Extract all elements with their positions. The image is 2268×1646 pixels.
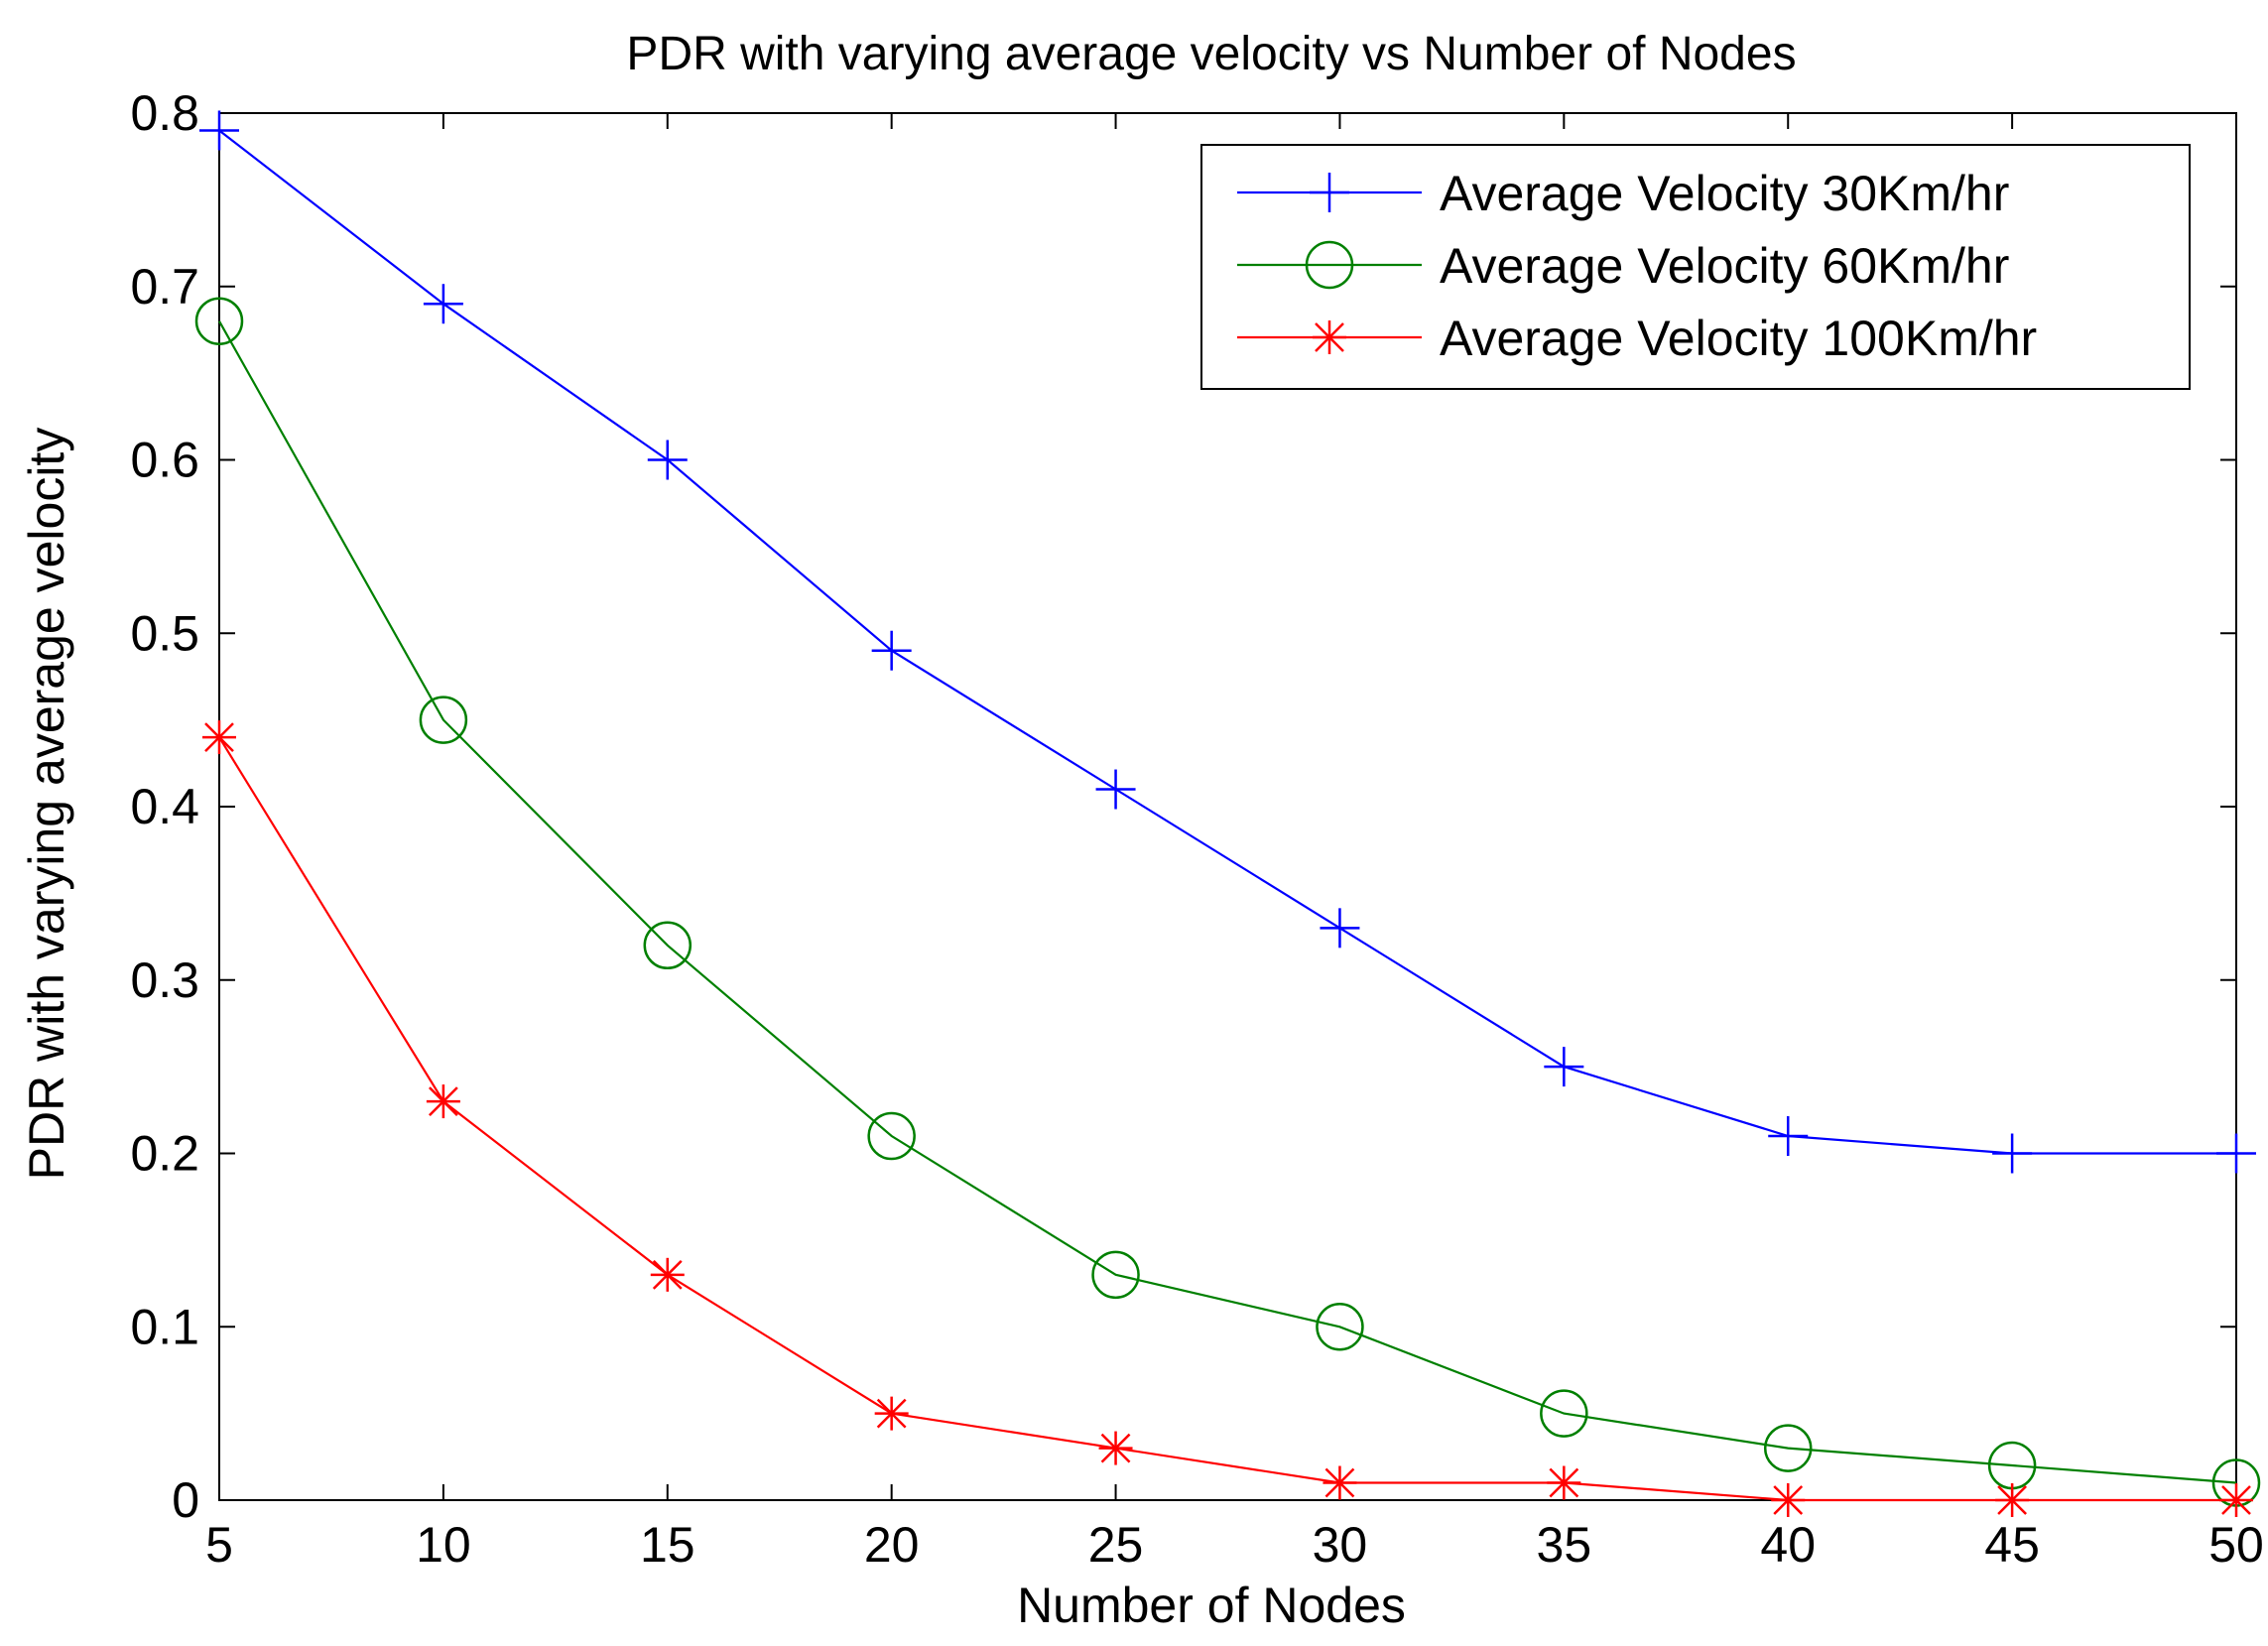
x-tick-label: 45 [1984,1517,2040,1573]
y-tick-label: 0 [172,1472,199,1528]
data-point [867,1111,916,1161]
x-tick-label: 40 [1760,1517,1816,1573]
legend-swatch-marker [1305,240,1354,290]
y-tick-label: 0.8 [130,85,199,141]
data-point [874,1396,909,1431]
data-point [1547,1465,1581,1500]
x-tick-label: 5 [205,1517,233,1573]
axis-ticks: 5 10 15 20 25 30 35 40 45 50 0 0.1 0.2 0.3 0.4 0.5 0.6 0.… [130,85,2263,1573]
data-point [1095,769,1136,810]
legend-entry-3: Average Velocity 100Km/hr [1237,311,2037,366]
data-point [202,720,236,755]
data-point [1544,1047,1584,1087]
data-point [1763,1424,1813,1472]
y-tick-label: 0.3 [130,952,199,1008]
chart-title: PDR with varying average velocity vs Num… [626,28,1796,80]
x-tick-label: 50 [2208,1517,2264,1573]
data-point [650,1257,685,1292]
series-3 [202,720,2253,1517]
star-d2 [652,1259,683,1290]
star-d2 [1100,1433,1131,1463]
star-d2 [2221,1485,2251,1515]
data-point [1540,1389,1588,1438]
data-point [1768,1116,1809,1157]
data-point [1091,1250,1140,1300]
data-point [1771,1483,1806,1517]
series-1 [199,110,2256,1174]
legend-label: Average Velocity 60Km/hr [1440,238,2009,294]
data-point [1995,1483,2030,1517]
data-point [419,696,468,744]
legend-label: Average Velocity 100Km/hr [1440,311,2037,366]
star-d2 [1773,1485,1804,1515]
legend-entry-1: Average Velocity 30Km/hr [1237,166,2009,221]
y-tick-label: 0.1 [130,1299,199,1354]
data-point [647,440,688,480]
y-tick-label: 0.2 [130,1126,199,1182]
star-d2 [204,722,234,752]
star-d2 [876,1398,907,1429]
x-tick-label: 15 [640,1517,695,1573]
legend-label: Average Velocity 30Km/hr [1440,166,2009,221]
data-series [194,110,2261,1517]
data-point [423,284,463,324]
legend: Average Velocity 30Km/hr Average Velocity… [1200,144,2191,390]
star-d2 [1315,322,1344,352]
y-tick-label: 0.6 [130,433,199,488]
data-point [426,1084,460,1119]
data-point [1098,1431,1133,1465]
x-tick-label: 25 [1088,1517,1144,1573]
y-tick-label: 0.4 [130,779,199,834]
legend-entry-2: Average Velocity 60Km/hr [1237,238,2009,294]
legend-swatch-marker [1313,320,1346,354]
star-d2 [1997,1485,2027,1515]
star-d2 [1549,1467,1579,1498]
x-tick-label: 20 [864,1517,920,1573]
data-point [194,297,244,345]
y-axis-title: PDR with varying average velocity [19,428,74,1181]
x-tick-label: 35 [1537,1517,1592,1573]
y-tick-label: 0.5 [130,605,199,661]
data-point [1992,1133,2033,1174]
legend-box [1200,144,2191,390]
data-point [871,630,912,671]
y-tick-label: 0.7 [130,259,199,315]
data-point [1316,1303,1364,1351]
data-point [2219,1483,2253,1517]
legend-swatch-marker [1310,173,1349,212]
x-tick-label: 30 [1313,1517,1368,1573]
x-axis-title: Number of Nodes [1017,1578,1406,1633]
series-line [218,320,2237,1484]
data-point [1320,908,1360,949]
x-tick-label: 10 [416,1517,471,1573]
series-2 [194,297,2261,1507]
star-d2 [429,1086,458,1116]
data-point [1323,1465,1357,1500]
data-point [199,110,239,151]
series-line [218,129,2236,1155]
star-d2 [1324,1467,1355,1498]
series-line [218,736,2236,1502]
data-point [643,921,693,970]
data-point [2216,1133,2256,1174]
